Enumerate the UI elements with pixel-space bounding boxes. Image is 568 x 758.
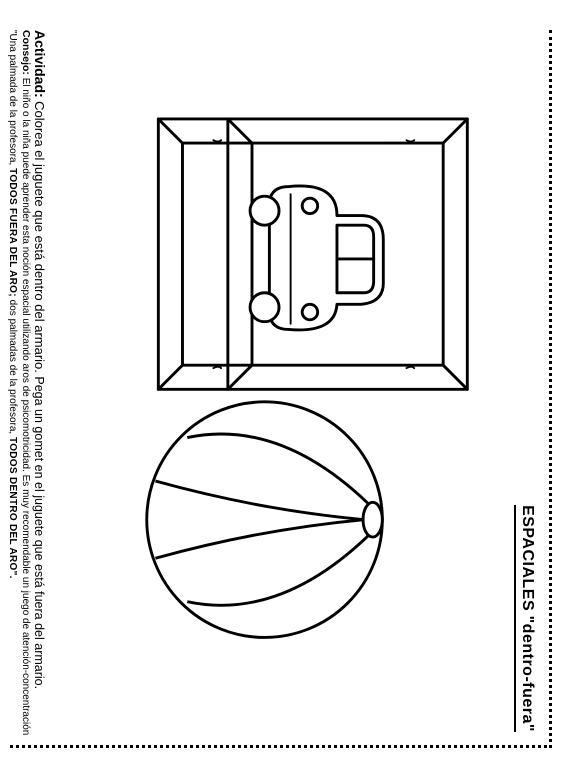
concept-label: "dentro-fuera" <box>519 616 536 732</box>
dotted-border-top <box>549 30 552 748</box>
consejo-bold-b: TODOS DENTRO DEL ARO". <box>8 437 19 579</box>
activity-instruction: Colorea el juguete que está dentro del a… <box>32 101 47 373</box>
consejo-bold-a: TODOS FUERA DEL ARO; <box>8 168 19 297</box>
consejo-label: Consejo: <box>20 30 32 75</box>
consejo-text: Consejo: El niño o la niña puede aprende… <box>6 30 32 738</box>
activity-text: Actividad: Colorea el juguete que está d… <box>30 30 49 738</box>
toy-car <box>250 186 383 330</box>
worksheet-illustration <box>128 90 488 650</box>
activity-followup: Pega un gomet en el juguete que está fue… <box>32 376 46 689</box>
activity-label: Actividad: <box>32 30 48 98</box>
consejo-text-b: dos palmadas de la profesora, <box>8 300 19 435</box>
worksheet-page: ESPACIALES "dentro-fuera" <box>0 0 568 758</box>
beach-ball <box>147 402 383 638</box>
category-header: ESPACIALES "dentro-fuera" <box>514 505 536 732</box>
category-label: ESPACIALES <box>519 505 536 611</box>
dotted-border-right <box>10 745 552 748</box>
